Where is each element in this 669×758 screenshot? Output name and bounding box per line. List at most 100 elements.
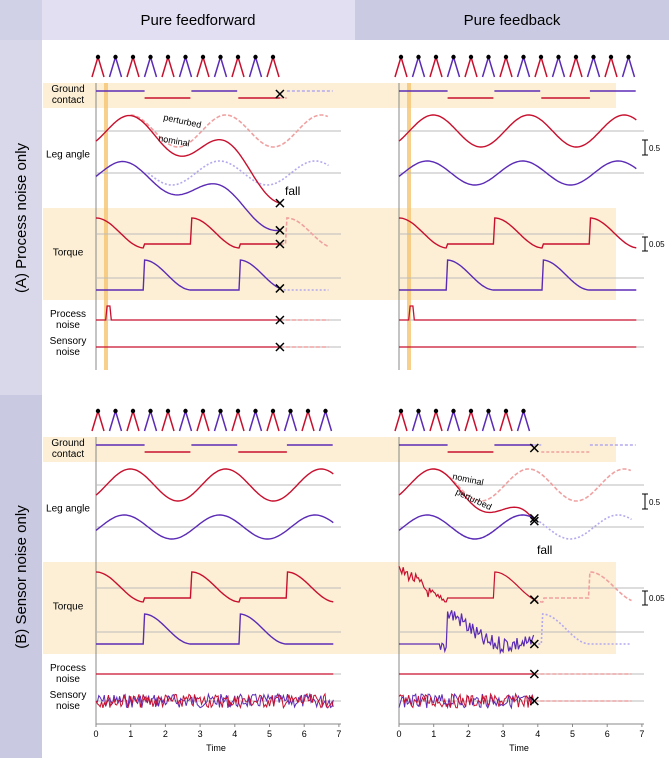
stick-head [468, 54, 474, 60]
column-header: Pure feedforward [140, 12, 255, 29]
curve [433, 468, 632, 502]
stick-head [270, 54, 276, 60]
stick-head [573, 54, 579, 60]
stick-figure [161, 54, 175, 78]
stick-figure [283, 408, 298, 432]
stick-head [148, 54, 153, 60]
x-axis-label: Time [509, 743, 529, 753]
stick-figure [394, 408, 408, 432]
curve [398, 514, 534, 540]
curve [95, 468, 334, 502]
stick-head [521, 54, 526, 60]
stick-head [218, 54, 223, 60]
stick-head [323, 408, 328, 414]
header-bg [355, 0, 669, 40]
curve [398, 468, 535, 521]
stick-head [130, 408, 136, 414]
curve [96, 259, 280, 291]
stick-head [183, 54, 188, 60]
stick-figure [196, 54, 210, 78]
perturb-marker [104, 83, 108, 370]
stick-head [200, 54, 206, 60]
stick-figure [464, 408, 478, 432]
stick-figure [143, 408, 158, 432]
stick-figure [248, 408, 263, 432]
stick-head [503, 54, 509, 60]
stick-head [521, 408, 526, 414]
stick-figure [446, 408, 461, 432]
row-label: Torque [52, 247, 84, 259]
annotation: perturbed [163, 112, 203, 130]
stick-figure [446, 54, 461, 78]
x-tick-label: 4 [535, 729, 540, 739]
curve [279, 287, 329, 291]
fall-mark [529, 595, 539, 605]
curve [95, 217, 280, 249]
stick-figure [178, 408, 193, 432]
fall-mark [529, 696, 539, 706]
curve [399, 610, 535, 655]
stick-head [503, 408, 509, 414]
panel-strip [0, 40, 42, 395]
stick-figure [481, 408, 496, 432]
row-label: Leg angle [46, 149, 90, 161]
stick-figure [516, 54, 531, 78]
torque-band [346, 208, 616, 300]
column-header: Pure feedback [464, 12, 561, 29]
stick-head [398, 54, 404, 60]
stick-head [416, 408, 421, 414]
curve [95, 160, 280, 232]
stick-head [235, 54, 241, 60]
scale-label: 0.5 [649, 498, 661, 507]
annotation: fall [537, 543, 552, 557]
stick-figure [248, 54, 263, 78]
x-tick-label: 7 [639, 729, 644, 739]
stick-figure [516, 408, 531, 432]
stick-figure [499, 408, 513, 432]
x-tick-label: 5 [570, 729, 575, 739]
stick-head [200, 408, 206, 414]
curve [95, 692, 334, 710]
stick-head [253, 54, 258, 60]
curve [95, 514, 334, 540]
stick-figure [621, 54, 636, 78]
stick-figure [604, 54, 618, 78]
ground-band [346, 83, 616, 108]
panel-strip [0, 395, 42, 758]
fall-mark [529, 516, 539, 526]
stick-head [486, 408, 491, 414]
stick-figure [161, 408, 175, 432]
curve [398, 217, 637, 249]
row-label: Process noise [49, 663, 87, 685]
curve [147, 160, 329, 186]
stick-figure [318, 408, 333, 432]
curve [398, 114, 637, 148]
stick-figure [266, 408, 280, 432]
stick-figure [126, 54, 140, 78]
stick-figure [266, 54, 280, 78]
stick-figure [499, 54, 513, 78]
corner [0, 0, 42, 40]
curve [534, 613, 632, 645]
perturb-marker [407, 83, 411, 370]
fall-mark [275, 315, 285, 325]
stick-figure [108, 408, 123, 432]
row-label: Torque [52, 601, 84, 613]
stick-head [305, 408, 311, 414]
annotation: perturbed [454, 487, 493, 512]
stick-figure [178, 54, 193, 78]
curve [398, 692, 535, 709]
stick-head [95, 54, 101, 60]
curve [398, 160, 637, 186]
fall-mark [529, 669, 539, 679]
x-tick-label: 3 [501, 729, 506, 739]
stick-figure [411, 408, 426, 432]
stick-figure [213, 54, 228, 78]
stick-head [451, 54, 456, 60]
stick-head [398, 408, 404, 414]
x-tick-label: 6 [605, 729, 610, 739]
header-bg [42, 0, 355, 40]
row-label: Process noise [49, 309, 87, 331]
fall-mark [275, 225, 285, 235]
